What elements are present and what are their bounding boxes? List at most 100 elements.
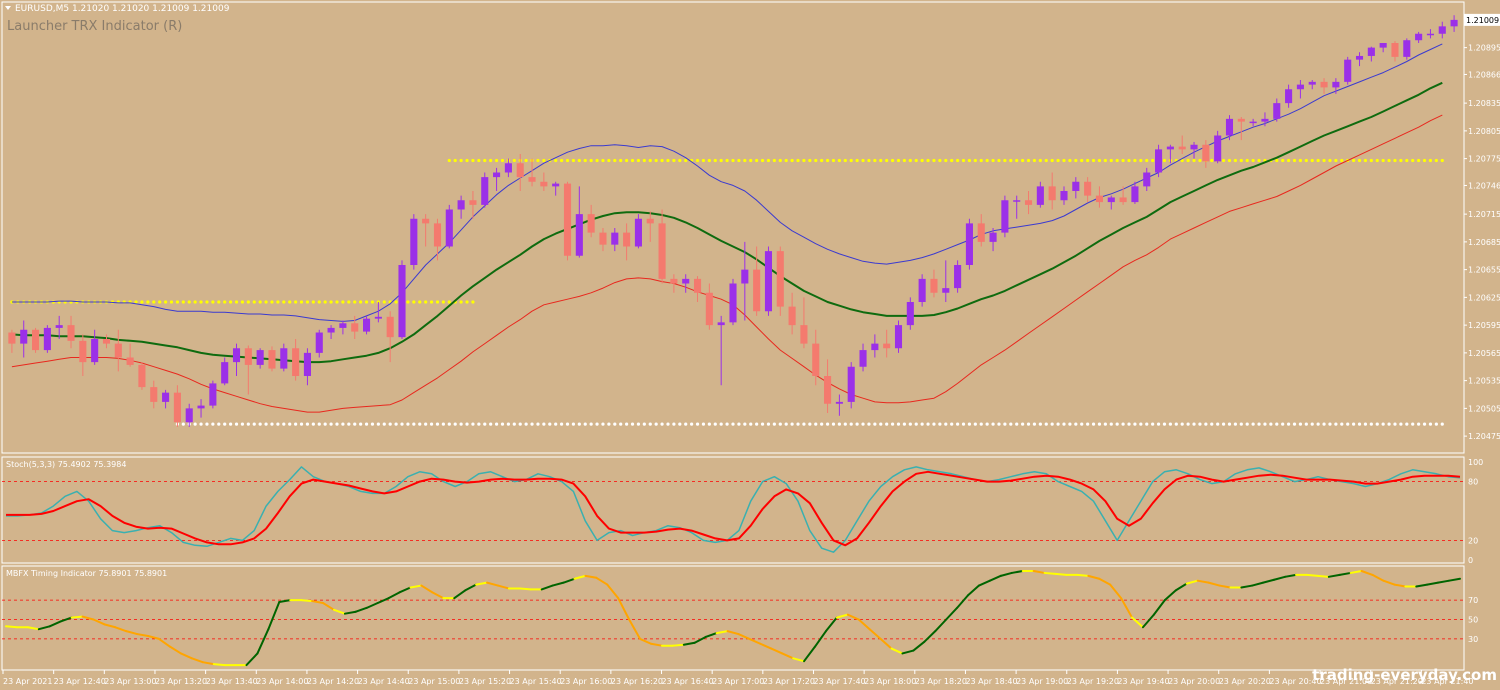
resistance-dot (1062, 158, 1066, 163)
support-dot (1227, 422, 1232, 426)
mbfx-segment (1131, 616, 1144, 629)
support-dot (240, 422, 245, 426)
mbfx-segment (988, 574, 1002, 582)
resistance-dot (749, 158, 753, 163)
stoch-tick-label: 100 (1468, 458, 1483, 467)
support-dot (382, 422, 386, 426)
support-dot (199, 422, 203, 426)
bull-candle (954, 260, 962, 293)
support-dot (660, 422, 664, 426)
candle-body (847, 366, 855, 402)
candle-body (1403, 40, 1411, 57)
stoch-main-line (6, 466, 1461, 553)
mbfx-segment (967, 584, 980, 597)
resistance-dot (536, 158, 540, 163)
bull-candle (481, 172, 489, 208)
support-dot (1091, 422, 1096, 426)
time-tick-label: 23 Apr 15:40 (510, 677, 562, 686)
support-dot (323, 422, 327, 426)
support-dot (1292, 422, 1297, 426)
support-dot (364, 422, 369, 426)
support-dot (1062, 422, 1066, 426)
support-dot (808, 422, 812, 426)
candle-body (67, 325, 75, 341)
resistance-dot (234, 300, 239, 304)
bull-candle (504, 158, 512, 178)
candle-body (504, 163, 512, 173)
mbfx-segment (1426, 581, 1440, 586)
mbfx-segment (934, 618, 948, 633)
resistance-dot (1405, 158, 1409, 163)
resistance-dot (1245, 158, 1249, 163)
resistance-dot (1038, 158, 1042, 163)
resistance-dot (601, 158, 605, 163)
support-dot (1068, 422, 1072, 426)
bull-candle (634, 214, 642, 249)
resistance-dot (335, 300, 339, 304)
resistance-dot (1151, 158, 1155, 163)
resistance-dot (1145, 158, 1149, 163)
support-dot (1316, 422, 1320, 426)
resistance-dot (648, 158, 652, 163)
resistance-dot (494, 158, 499, 163)
candle-body (575, 214, 583, 256)
support-dot (205, 422, 209, 426)
resistance-dot (1298, 158, 1303, 163)
resistance-dot (1399, 158, 1403, 163)
mbfx-segment (5, 625, 18, 629)
resistance-dot (772, 158, 776, 163)
support-dot (1399, 422, 1403, 426)
resistance-dot (902, 158, 907, 163)
support-dot (1422, 422, 1427, 426)
support-dot (512, 422, 516, 426)
resistance-dot (678, 158, 682, 163)
time-tick-label: 23 Apr 14:40 (358, 677, 410, 686)
support-dot (459, 422, 463, 426)
resistance-dot (152, 300, 156, 304)
support-dot (1352, 422, 1356, 426)
mbfx-tick-label: 30 (1468, 635, 1478, 644)
resistance-dot (193, 300, 197, 304)
support-dot (713, 422, 717, 426)
resistance-dot (672, 158, 676, 163)
support-dot (690, 422, 694, 426)
bull-candle (1249, 118, 1257, 127)
support-dot (725, 422, 729, 426)
mbfx-segment (562, 577, 576, 584)
resistance-dot (1239, 158, 1243, 163)
candle-body (1190, 144, 1198, 150)
bull-candle (209, 380, 217, 409)
time-tick-label: 23 Apr 14:00 (256, 677, 308, 686)
bull-candle (1060, 186, 1068, 205)
resistance-dot (252, 300, 256, 304)
support-dot (1375, 422, 1379, 426)
support-dot (554, 422, 558, 426)
support-dot (1044, 422, 1048, 426)
time-tick-label: 23 Apr 21:40 (1421, 677, 1473, 686)
resistance-dot (583, 158, 587, 163)
resistance-dot (737, 158, 741, 163)
support-dot (997, 422, 1001, 426)
support-dot (1151, 422, 1155, 426)
resistance-dot (607, 158, 611, 163)
bull-candle (682, 274, 690, 293)
bull-candle (445, 204, 453, 249)
bear-candle (977, 214, 985, 247)
resistance-dot (861, 158, 865, 163)
resistance-dot (814, 158, 818, 163)
candle-body (729, 283, 737, 323)
support-dot (1080, 422, 1084, 426)
mbfx-segment (1273, 575, 1287, 581)
mbfx-segment (923, 630, 937, 643)
price-tick-label: 1.20866 (1468, 70, 1500, 79)
mbfx-segment (179, 652, 193, 660)
mbfx-segment (1152, 599, 1166, 616)
chart-menu-triangle-icon[interactable] (5, 6, 11, 10)
mbfx-segment (813, 630, 827, 648)
mbfx-segment (1032, 570, 1046, 574)
mbfx-segment (1437, 579, 1451, 584)
mbfx-segment (168, 645, 182, 655)
candle-body (150, 387, 158, 402)
bull-candle (965, 218, 973, 270)
